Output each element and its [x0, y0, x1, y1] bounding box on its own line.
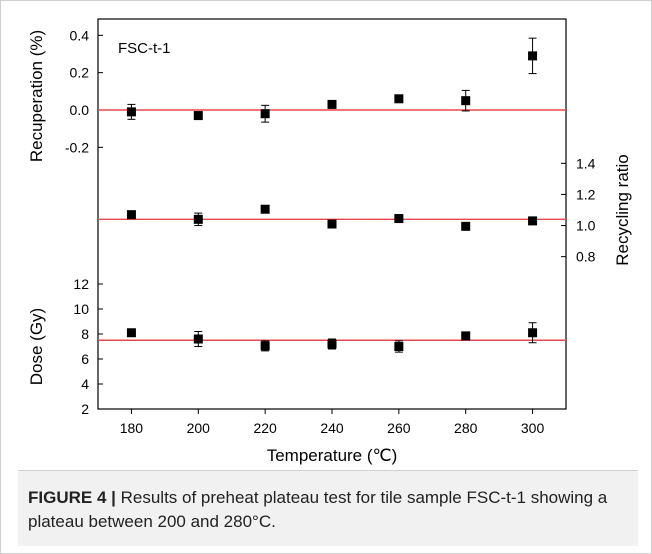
- recycling-ratio-data-point: [193, 214, 203, 224]
- recuperation-data-point: [461, 96, 471, 106]
- recuperation-y-tick-label: 0.4: [70, 27, 90, 43]
- dose-y-tick-label: 8: [81, 326, 89, 342]
- recycling-ratio-y-tick-label: 0.8: [576, 249, 596, 265]
- x-tick-label: 280: [454, 420, 478, 436]
- recycling-ratio-data-point: [126, 210, 136, 220]
- dose-data-point: [260, 341, 270, 351]
- dose-y-tick-label: 2: [81, 401, 89, 417]
- x-tick-label: 260: [387, 420, 411, 436]
- recuperation-data-point: [260, 109, 270, 119]
- x-tick-label: 240: [320, 420, 344, 436]
- figure-caption: FIGURE 4 | Results of preheat plateau te…: [18, 470, 638, 546]
- plot-area: 180 200 220 240 260 280 300 Temperature (℃) -0.2…: [27, 18, 632, 465]
- dose-data-point: [394, 342, 404, 351]
- recycling-ratio-y-tick-label: 1.4: [576, 155, 596, 171]
- recuperation-y-tick-label: 0.2: [70, 65, 90, 81]
- recuperation-data-point: [126, 107, 136, 117]
- recycling-ratio-y-tick-label: 1.2: [576, 186, 596, 202]
- dose-data-point: [461, 331, 471, 341]
- recycling-ratio-data-point: [461, 221, 471, 231]
- recycling-ratio-y-axis-label: Recycling ratio: [613, 154, 632, 266]
- caption-divider: [18, 470, 638, 471]
- recycling-ratio-y-tick-label: 1.0: [576, 218, 596, 234]
- recycling-ratio-data-point: [260, 204, 270, 214]
- x-tick-label: 180: [120, 420, 144, 436]
- recycling-ratio-data-point: [528, 216, 538, 226]
- x-axis-label: Temperature (℃): [267, 446, 398, 465]
- caption-body: Results of preheat plateau test for tile…: [28, 488, 608, 531]
- dose-y-tick-label: 10: [73, 301, 89, 317]
- caption-label: FIGURE 4 |: [28, 488, 116, 507]
- recycling-ratio-data-point: [327, 219, 337, 229]
- dose-data-point: [528, 328, 538, 338]
- recuperation-data-point: [528, 51, 538, 61]
- dose-y-tick-label: 6: [81, 351, 89, 367]
- dose-y-tick-label: 4: [81, 376, 89, 392]
- sample-label: FSC-t-1: [118, 40, 171, 57]
- recuperation-data-point: [193, 111, 203, 121]
- recuperation-data-point: [327, 99, 337, 109]
- dose-data-point: [327, 339, 337, 349]
- x-tick-label: 300: [521, 420, 545, 436]
- caption-text: FIGURE 4 | Results of preheat plateau te…: [28, 486, 628, 534]
- x-tick-label: 200: [187, 420, 211, 436]
- recuperation-y-axis-label: Recuperation (%): [27, 30, 46, 162]
- plot-frame: [97, 18, 567, 410]
- dose-y-axis-label: Dose (Gy): [27, 308, 46, 385]
- dose-data-point: [126, 328, 136, 338]
- x-tick-label: 220: [253, 420, 277, 436]
- recuperation-y-tick-label: -0.2: [65, 139, 89, 155]
- recuperation-data-point: [394, 94, 404, 104]
- recuperation-y-tick-label: 0.0: [70, 102, 90, 118]
- dose-y-tick-label: 12: [73, 276, 89, 292]
- recycling-ratio-data-point: [394, 214, 404, 224]
- dose-data-point: [193, 334, 203, 344]
